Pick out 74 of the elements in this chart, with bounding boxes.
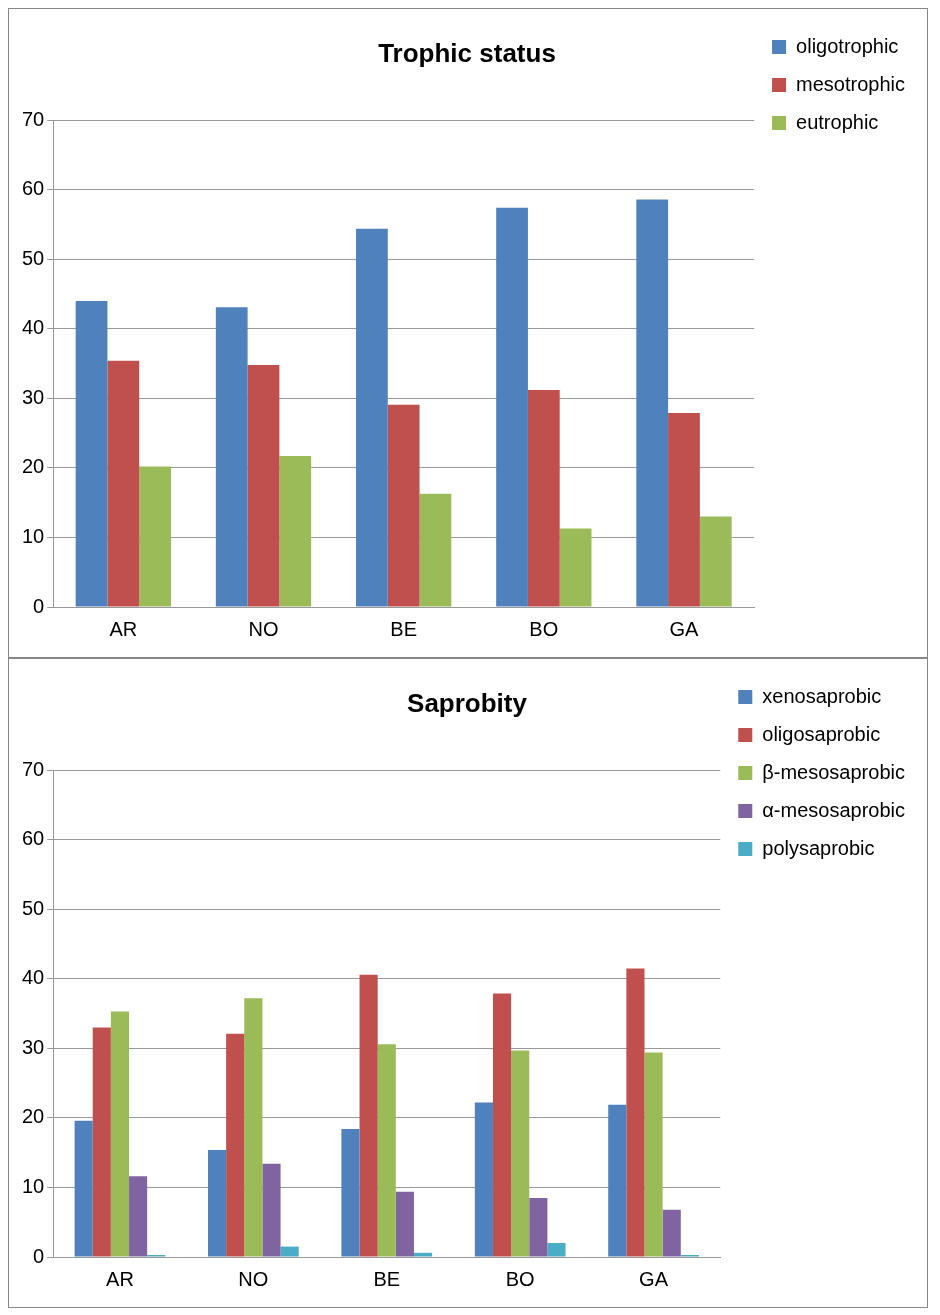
bar [395,1191,414,1257]
y-tick-label: 60 [22,177,45,200]
bar [387,404,420,607]
bar [662,1209,681,1257]
bar [636,199,669,607]
legend-label: polysaprobic [762,836,875,859]
bar [215,307,248,607]
chart-title: Saprobity [407,687,528,718]
bar [280,1246,299,1257]
bar [529,1197,548,1257]
y-tick-label: 0 [33,1244,45,1267]
y-tick-label: 70 [22,107,45,130]
bar [226,1033,245,1257]
bar [247,364,280,607]
x-tick-label: BO [505,1267,535,1290]
bar [139,466,171,607]
x-tick-label: AR [106,1267,134,1290]
bar [92,1027,111,1257]
bar [496,207,528,607]
legend-label: xenosaprobic [762,684,882,707]
bar [74,1120,93,1257]
bar [129,1176,148,1257]
x-tick-label: GA [639,1267,669,1290]
y-tick-label: 10 [22,524,45,547]
legend-label: eutrophic [796,110,879,133]
bar [699,516,732,607]
bar [474,1102,493,1257]
bar [527,390,560,607]
bar [244,998,263,1257]
bar [279,456,312,607]
bar [511,1050,530,1257]
x-tick-label: BE [373,1267,401,1290]
legend-label: oligosaprobic [762,722,881,745]
y-tick-label: 60 [22,827,45,850]
bar [413,1252,433,1257]
bar [492,993,512,1257]
x-tick-label: GA [669,617,700,640]
y-tick-label: 50 [22,896,45,919]
bar [644,1052,663,1257]
bar [547,1243,566,1257]
bar [377,1044,396,1257]
x-tick-label: BO [529,617,559,640]
y-tick-label: 50 [22,246,45,269]
y-tick-label: 20 [22,455,45,478]
y-tick-label: 30 [22,1035,45,1058]
bar [262,1163,281,1257]
y-tick-label: 20 [22,1105,45,1128]
bar [110,1011,130,1257]
y-tick-label: 40 [22,316,45,339]
bar [419,493,452,607]
bar [626,968,645,1257]
legend-label: mesotrophic [796,72,905,95]
y-tick-label: 30 [22,385,45,408]
legend-label: oligotrophic [796,34,899,57]
legend-label: α-mesosaprobic [762,798,906,821]
y-tick-label: 10 [22,1174,45,1197]
x-tick-label: BE [390,617,417,640]
bar [668,412,700,607]
legend-label: β-mesosaprobic [762,760,905,783]
bar [75,301,108,607]
x-tick-label: NO [248,617,279,640]
bar [359,974,378,1257]
bar [608,1104,627,1257]
bar [341,1129,360,1257]
y-tick-label: 40 [22,966,45,989]
bar [559,528,592,607]
chart-title: Trophic status [378,37,556,68]
bar [356,228,388,607]
bar [107,360,140,607]
x-tick-label: AR [109,617,138,640]
bar [208,1149,227,1257]
x-tick-label: NO [238,1267,269,1290]
y-tick-label: 70 [22,757,45,780]
y-tick-label: 0 [33,594,45,617]
